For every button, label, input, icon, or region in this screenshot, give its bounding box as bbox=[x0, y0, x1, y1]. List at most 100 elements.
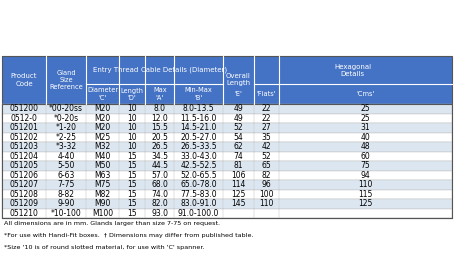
Text: 110: 110 bbox=[358, 180, 373, 189]
Text: 8.0-13.5: 8.0-13.5 bbox=[183, 104, 214, 113]
Text: 15: 15 bbox=[127, 199, 137, 208]
Bar bbox=[2, 123, 452, 133]
Text: 25: 25 bbox=[361, 114, 370, 123]
Bar bbox=[2, 113, 452, 123]
Text: 051202: 051202 bbox=[10, 133, 39, 142]
Text: 'Cms': 'Cms' bbox=[356, 91, 375, 97]
Text: 49: 49 bbox=[233, 114, 243, 123]
Text: M63: M63 bbox=[94, 171, 111, 180]
Text: Gland
Size
Reference: Gland Size Reference bbox=[49, 70, 83, 90]
Text: 5-50: 5-50 bbox=[58, 161, 75, 170]
Text: 94: 94 bbox=[361, 171, 370, 180]
Text: Hexagonal
Details: Hexagonal Details bbox=[334, 63, 371, 76]
Text: M32: M32 bbox=[94, 142, 111, 151]
Bar bbox=[2, 104, 452, 113]
Text: 10: 10 bbox=[127, 104, 137, 113]
Text: 051200: 051200 bbox=[10, 104, 39, 113]
Text: 93.0: 93.0 bbox=[151, 209, 168, 218]
Text: 051209: 051209 bbox=[10, 199, 39, 208]
Bar bbox=[2, 161, 452, 170]
Text: 9-90: 9-90 bbox=[58, 199, 75, 208]
Text: 11.5-16.0: 11.5-16.0 bbox=[180, 114, 217, 123]
Text: 10: 10 bbox=[127, 114, 137, 123]
Text: 60: 60 bbox=[361, 152, 370, 161]
Text: 12.0: 12.0 bbox=[151, 114, 168, 123]
Text: M20: M20 bbox=[94, 104, 111, 113]
Text: *2-25: *2-25 bbox=[56, 133, 77, 142]
Text: *Size '10 is of round slotted material, for use with 'C' spanner.: *Size '10 is of round slotted material, … bbox=[4, 245, 204, 250]
Text: 10: 10 bbox=[127, 142, 137, 151]
Text: 54: 54 bbox=[233, 133, 243, 142]
Text: Diameter
'C': Diameter 'C' bbox=[87, 87, 118, 100]
Bar bbox=[2, 104, 452, 218]
Text: 051207: 051207 bbox=[10, 180, 39, 189]
Text: 65: 65 bbox=[262, 161, 271, 170]
Text: 48: 48 bbox=[361, 142, 370, 151]
Text: M100: M100 bbox=[92, 209, 113, 218]
Bar bbox=[2, 56, 452, 104]
Bar bbox=[2, 170, 452, 180]
Text: 42: 42 bbox=[262, 142, 271, 151]
Text: 82: 82 bbox=[262, 171, 271, 180]
Text: 96: 96 bbox=[262, 180, 271, 189]
Text: 14.5-21.0: 14.5-21.0 bbox=[180, 123, 217, 132]
Text: 114: 114 bbox=[231, 180, 246, 189]
Text: 15: 15 bbox=[127, 161, 137, 170]
Text: 0512-0: 0512-0 bbox=[10, 114, 38, 123]
Text: *For use with Handi-Fit boxes.  † Dimensions may differ from published table.: *For use with Handi-Fit boxes. † Dimensi… bbox=[4, 233, 253, 238]
Text: 26.5-33.5: 26.5-33.5 bbox=[180, 142, 217, 151]
Text: Cable Details (Diameter): Cable Details (Diameter) bbox=[141, 67, 227, 73]
Text: M20: M20 bbox=[94, 123, 111, 132]
Text: 68.0: 68.0 bbox=[151, 180, 168, 189]
Text: 83.0-91.0: 83.0-91.0 bbox=[180, 199, 217, 208]
Text: 7-75: 7-75 bbox=[58, 180, 75, 189]
Bar bbox=[2, 199, 452, 208]
Text: 62: 62 bbox=[233, 142, 243, 151]
Text: 74.0: 74.0 bbox=[151, 190, 168, 199]
Text: 051210: 051210 bbox=[10, 209, 39, 218]
Text: 145: 145 bbox=[231, 199, 246, 208]
Text: 15.5: 15.5 bbox=[151, 123, 168, 132]
Text: 82.0: 82.0 bbox=[151, 199, 168, 208]
Text: 051203: 051203 bbox=[10, 142, 39, 151]
Text: All dimensions are in mm. Glands larger than size 7-75 on request.: All dimensions are in mm. Glands larger … bbox=[4, 221, 220, 226]
Text: Overall
Length: Overall Length bbox=[226, 73, 251, 86]
Text: Max
'A': Max 'A' bbox=[153, 87, 167, 100]
Text: 33.0-43.0: 33.0-43.0 bbox=[180, 152, 217, 161]
Bar bbox=[2, 56, 452, 104]
Text: 8-82: 8-82 bbox=[58, 190, 74, 199]
Text: M20: M20 bbox=[94, 114, 111, 123]
Text: 35: 35 bbox=[262, 133, 271, 142]
Text: *1-20: *1-20 bbox=[56, 123, 77, 132]
Text: 20.5-27.0: 20.5-27.0 bbox=[180, 133, 217, 142]
Text: 57.0: 57.0 bbox=[151, 171, 168, 180]
Text: M90: M90 bbox=[94, 199, 111, 208]
Text: 40: 40 bbox=[361, 133, 370, 142]
Text: 49: 49 bbox=[233, 104, 243, 113]
Text: 77.5-83.0: 77.5-83.0 bbox=[180, 190, 217, 199]
Text: 051201: 051201 bbox=[10, 123, 39, 132]
Text: M82: M82 bbox=[94, 190, 111, 199]
Text: 15: 15 bbox=[127, 180, 137, 189]
Text: 100: 100 bbox=[259, 190, 274, 199]
Text: 81: 81 bbox=[233, 161, 243, 170]
Text: 34.5: 34.5 bbox=[151, 152, 168, 161]
Text: Entry Thread: Entry Thread bbox=[93, 67, 138, 73]
Bar bbox=[2, 208, 452, 218]
Text: 75: 75 bbox=[361, 161, 370, 170]
Bar bbox=[2, 190, 452, 199]
Text: 20.5: 20.5 bbox=[151, 133, 168, 142]
Text: 52.0-65.5: 52.0-65.5 bbox=[180, 171, 217, 180]
Text: 74: 74 bbox=[233, 152, 243, 161]
Text: 25: 25 bbox=[361, 104, 370, 113]
Text: 'E': 'E' bbox=[234, 91, 242, 97]
Text: 42.5-52.5: 42.5-52.5 bbox=[180, 161, 217, 170]
Bar bbox=[2, 133, 452, 142]
Text: 051205: 051205 bbox=[10, 161, 39, 170]
Text: 6-63: 6-63 bbox=[58, 171, 75, 180]
Text: 15: 15 bbox=[127, 152, 137, 161]
Text: Length
'D': Length 'D' bbox=[121, 87, 143, 100]
Bar bbox=[2, 142, 452, 151]
Bar bbox=[2, 180, 452, 190]
Text: 52: 52 bbox=[262, 152, 271, 161]
